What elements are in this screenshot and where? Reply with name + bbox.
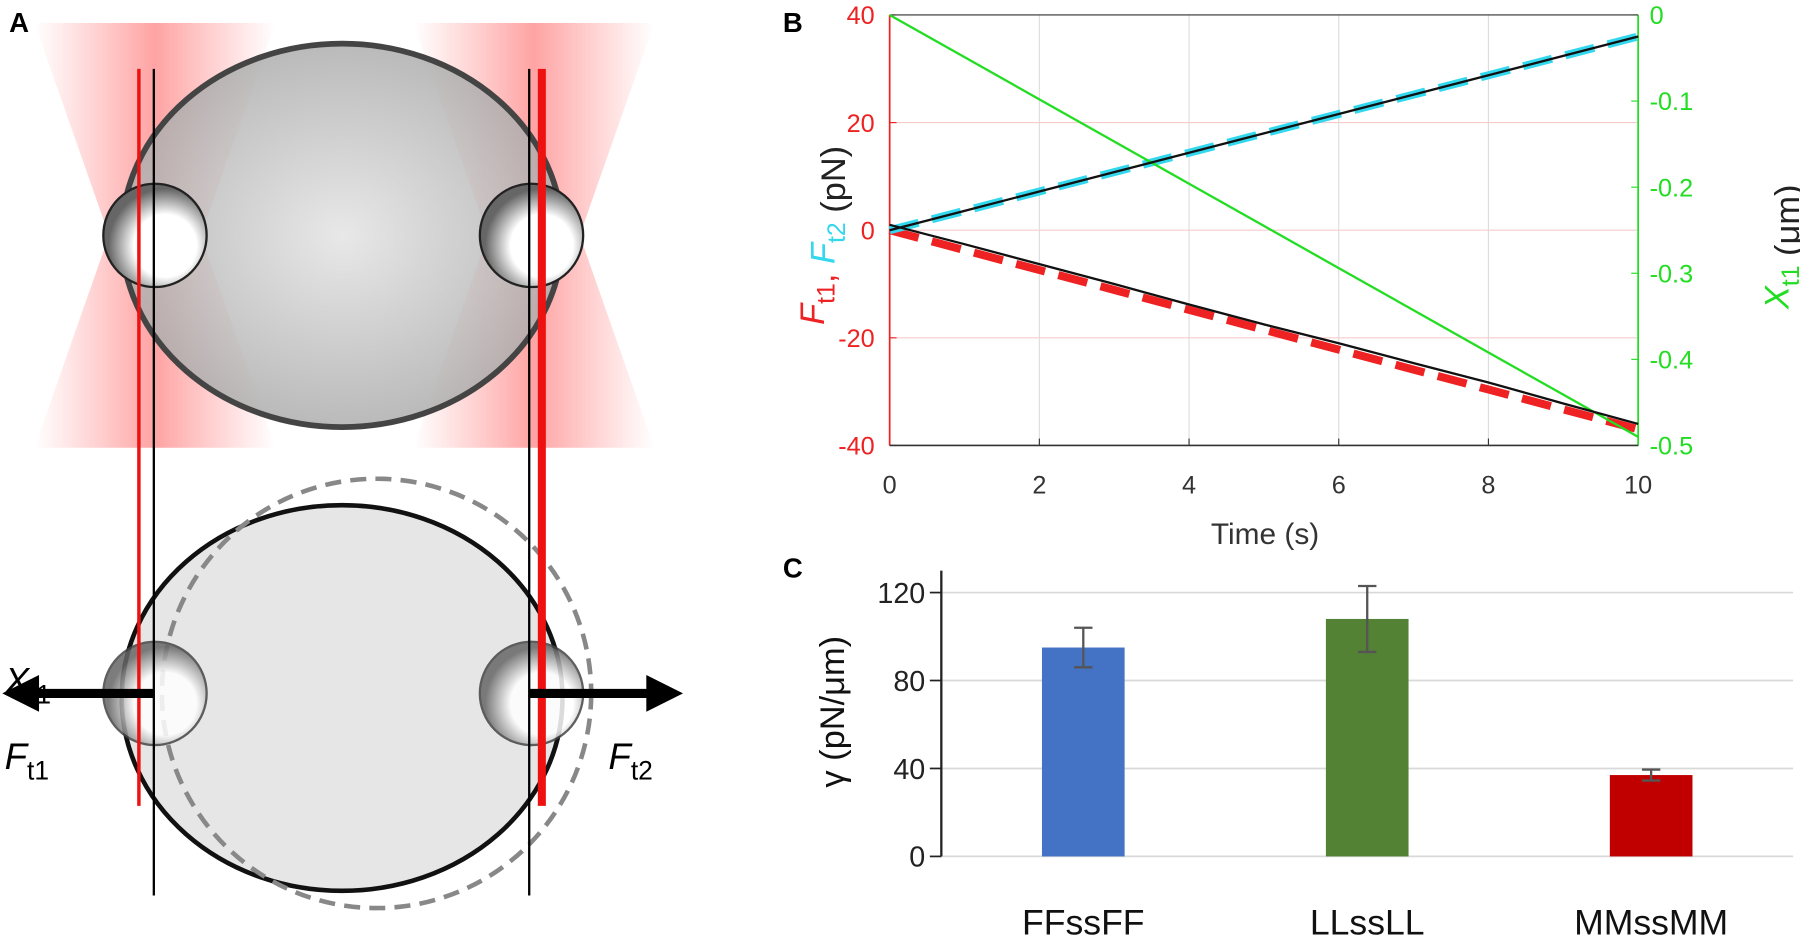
label-part: F [608,736,633,777]
y2-tick-label: -0.1 [1650,88,1694,116]
label-part: X [1759,284,1797,310]
label-subscript: t1 [814,283,841,304]
bar [1609,775,1693,857]
label-subscript: t1 [1778,266,1800,287]
error-bar [1074,626,1093,669]
series-line [888,226,1640,434]
x-tick-label: 10 [1624,472,1652,500]
label-part: (pN) [815,146,853,223]
y-tick-label: 120 [877,578,925,610]
label-subscript: t1 [29,680,51,710]
y-tick-label: 40 [847,2,875,30]
label-part: (μm) [1769,185,1800,266]
y-tick-label: 80 [893,666,925,698]
x-tick-label: 2 [1032,472,1046,500]
y2-tick-label: -0.2 [1650,174,1694,202]
y2-tick-label: -0.5 [1650,433,1694,461]
panel-a: A [2,7,684,911]
x-tick-label: 0 [883,472,897,500]
label-subscript: t2 [824,222,851,243]
error-bar [1358,584,1377,654]
y-tick-label: 0 [861,217,875,245]
y2-tick-label: -0.4 [1650,347,1694,375]
panel-label: C [783,552,803,583]
panel-label: A [9,7,29,38]
y-tick-label: 40 [893,754,925,786]
y-tick-label: 20 [847,110,875,138]
arrow-label: Ft2 [608,736,652,785]
label: Ft1, Ft2 (pN) [794,146,853,325]
panel-label: B [783,7,803,38]
x-tick-label: 4 [1182,472,1196,500]
arrow-label: Ft1 [5,736,49,785]
x-tick-label: 8 [1481,472,1495,500]
label-part: X [4,660,31,701]
x-tick-label: 6 [1332,472,1346,500]
label-part: F [805,241,843,264]
arrow-label: Xt1 [4,660,52,709]
x-axis-label: Time (s) [1211,518,1319,551]
label-subscript: t1 [27,756,49,786]
arrow-head [2,675,40,712]
label-part: F [5,736,30,777]
arrow-head [646,675,684,712]
error-bar [1641,768,1661,782]
series-line [889,13,1639,438]
x-tick-label: MMssMM [1574,902,1728,942]
bead [478,182,585,289]
series-line [889,35,1639,232]
label: Xt1 (μm) [1759,185,1800,311]
y-tick-label: 0 [909,842,925,874]
label-part: F [794,302,832,325]
y2-tick-label: 0 [1650,2,1664,30]
label-part: , [805,264,843,283]
series-line [889,223,1639,426]
x-tick-label: FFssFF [1022,902,1145,942]
y2-tick-label: -0.3 [1650,260,1694,288]
y-axis-label: γ (pN/μm) [814,636,852,788]
bar [1041,647,1125,857]
y-tick-label: -20 [838,325,874,353]
bar [1325,618,1409,857]
x-tick-label: LLssLL [1310,902,1425,942]
label-subscript: t2 [631,756,653,786]
y-tick-label: -40 [838,433,874,461]
